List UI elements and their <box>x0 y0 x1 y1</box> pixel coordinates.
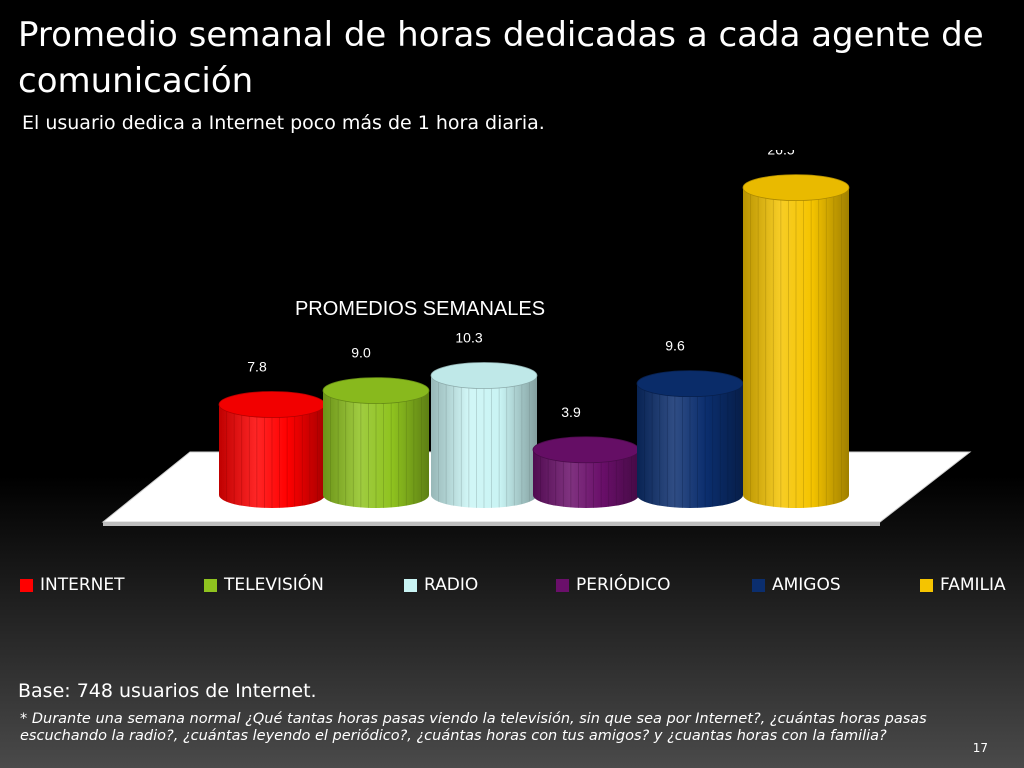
legend-label-familia: FAMILIA <box>940 575 1006 595</box>
bar-body-familia <box>743 187 849 508</box>
legend-item-familia: FAMILIA <box>920 572 1006 598</box>
chart-title: PROMEDIOS SEMANALES <box>295 298 545 320</box>
data-label-periodico: 3.9 <box>561 404 581 420</box>
bar-top-internet <box>218 391 326 418</box>
bar-stripes-internet <box>226 411 318 508</box>
bar-body-amigos <box>637 383 743 508</box>
bars-layer: 7.8 9.0 10.3 3.9 9.6 26.5 <box>218 150 850 508</box>
bar-internet: 7.8 <box>218 359 326 508</box>
legend-swatch-radio <box>404 578 417 592</box>
data-label-radio: 10.3 <box>455 330 482 346</box>
legend-swatch-periodico <box>556 578 569 592</box>
legend-item-internet: INTERNET <box>20 572 125 598</box>
bar-radio: 10.3 <box>430 330 538 508</box>
base-note: Base: 748 usuarios de Internet. <box>18 680 317 702</box>
bar-stripes-familia <box>750 194 842 508</box>
bar-top-radio <box>430 362 538 389</box>
data-label-internet: 7.8 <box>247 359 267 375</box>
bar-chart: PROMEDIOS SEMANALES 7.8 9.0 10.3 3.9 9.6 26.5 <box>101 150 972 526</box>
legend-label-internet: INTERNET <box>40 575 125 595</box>
chart-floor-edge <box>103 522 880 526</box>
bar-familia: 26.5 <box>742 150 850 508</box>
bar-amigos: 9.6 <box>636 338 744 508</box>
legend-label-amigos: AMIGOS <box>772 575 841 595</box>
bar-body-television <box>323 390 429 508</box>
bar-body-internet <box>219 404 325 508</box>
legend-swatch-television <box>204 578 217 592</box>
legend-item-radio: RADIO <box>404 572 478 598</box>
bar-stripes-amigos <box>644 390 736 508</box>
data-label-familia: 26.5 <box>767 150 794 158</box>
bar-body-radio <box>431 375 537 508</box>
bar-stripes-radio <box>438 382 530 508</box>
bar-body-periodico <box>533 449 639 508</box>
bar-periodico: 3.9 <box>532 404 640 508</box>
legend-swatch-amigos <box>752 578 765 592</box>
slide-title: Promedio semanal de horas dedicadas a ca… <box>18 15 984 101</box>
bar-top-familia <box>742 174 850 201</box>
legend-item-television: TELEVISIÓN <box>204 572 324 598</box>
bar-top-television <box>322 377 430 405</box>
legend-label-television: TELEVISIÓN <box>224 575 324 595</box>
legend-swatch-internet <box>20 578 33 592</box>
bar-stripes-periodico <box>540 456 632 508</box>
bar-top-periodico <box>532 436 640 464</box>
footnote: * Durante una semana normal ¿Qué tantas … <box>20 711 927 744</box>
slide-subtitle: El usuario dedica a Internet poco más de… <box>22 112 545 134</box>
chart-legend: INTERNET TELEVISIÓN RADIO PERIÓDICO AMIGOS FA… <box>0 572 1024 598</box>
bar-television: 9.0 <box>322 345 430 508</box>
data-label-television: 9.0 <box>351 345 371 361</box>
bar-stripes-television <box>330 397 422 508</box>
legend-item-amigos: AMIGOS <box>752 572 841 598</box>
legend-item-periodico: PERIÓDICO <box>556 572 671 598</box>
legend-label-radio: RADIO <box>424 575 479 595</box>
legend-label-periodico: PERIÓDICO <box>576 575 671 595</box>
bar-top-amigos <box>636 370 744 398</box>
legend-swatch-familia <box>920 578 933 592</box>
data-label-amigos: 9.6 <box>665 338 685 354</box>
page-number: 17 <box>972 741 988 755</box>
